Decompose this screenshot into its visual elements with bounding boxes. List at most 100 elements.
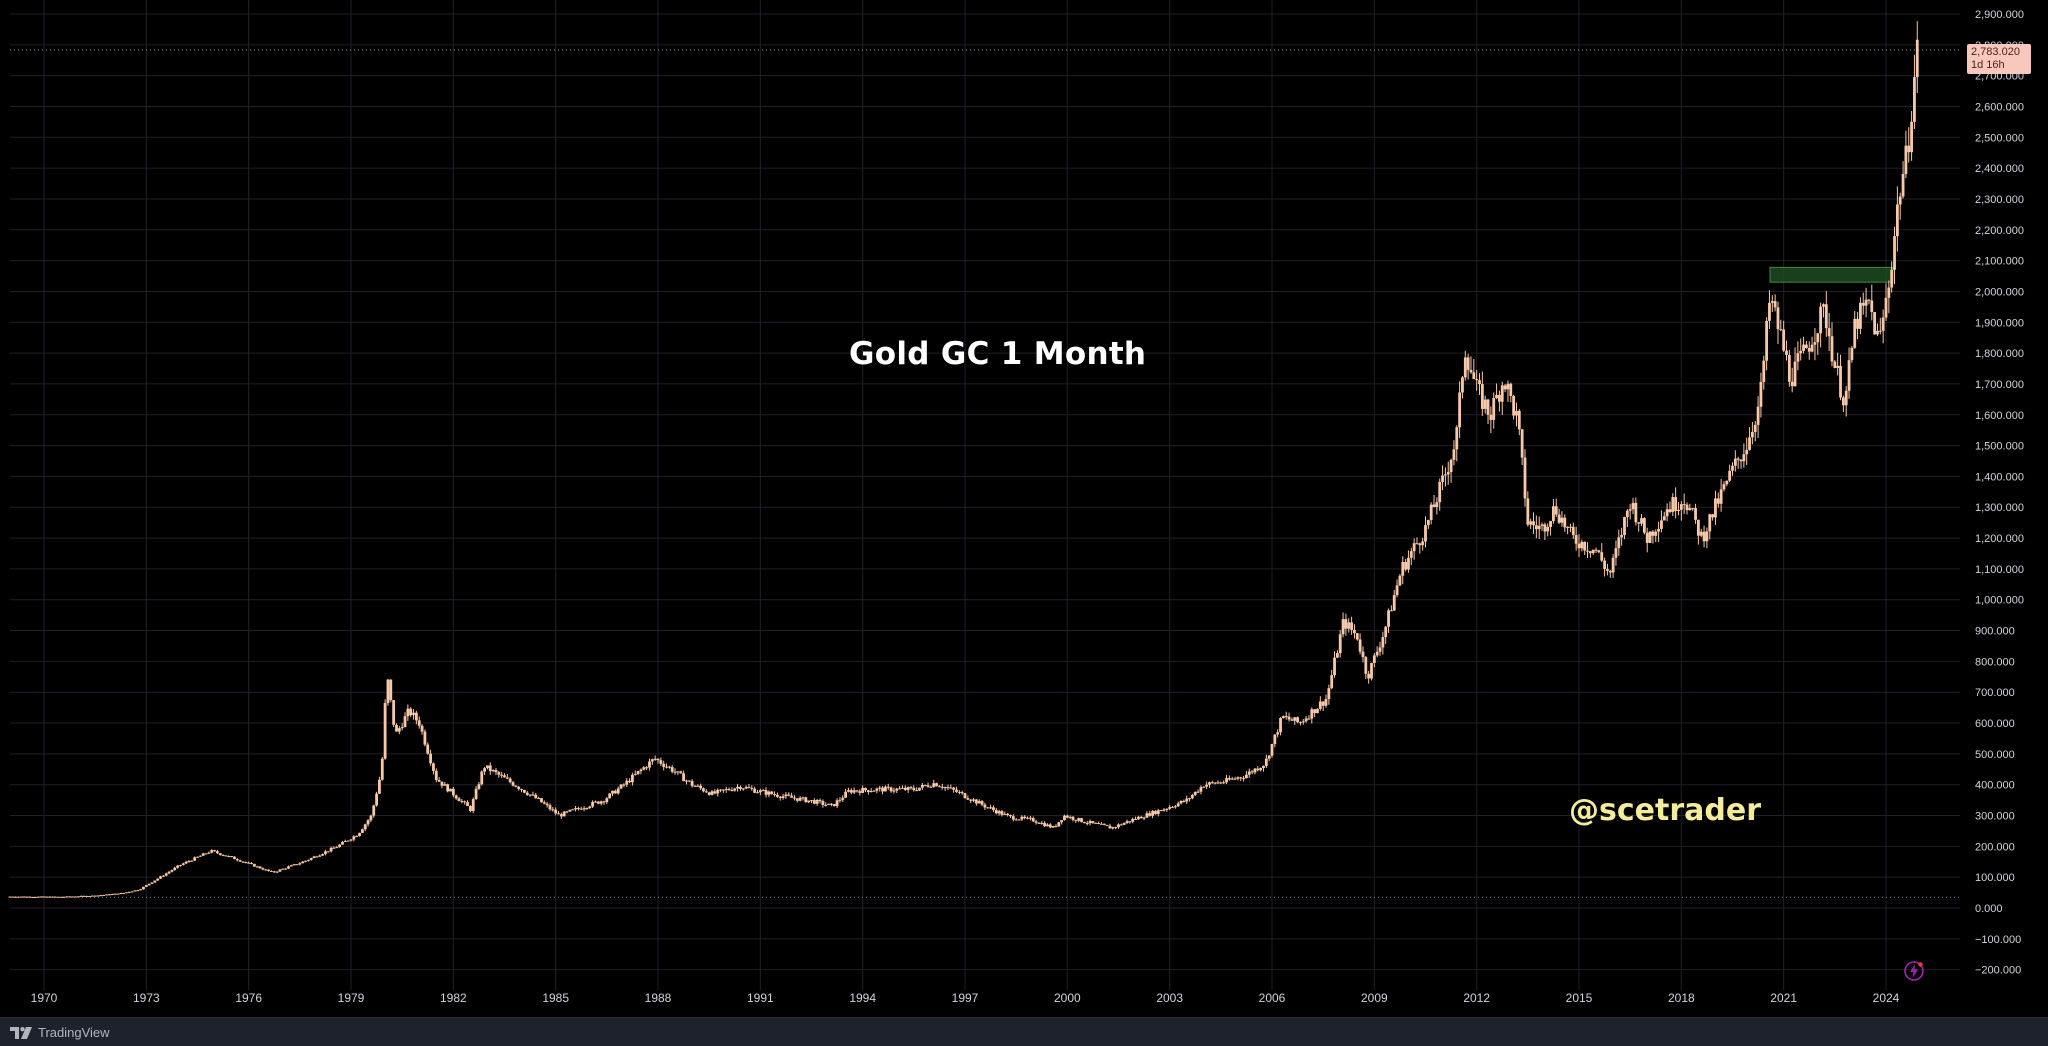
candle-body: [440, 781, 444, 786]
candle-body: [1708, 514, 1712, 532]
candle-body: [1776, 307, 1780, 330]
candle-body: [352, 836, 356, 840]
candle-body: [611, 790, 614, 794]
candle-body: [562, 811, 566, 817]
candle-body: [1611, 557, 1615, 573]
candle-body: [739, 786, 742, 790]
candle-body: [281, 868, 285, 870]
candle-body: [1139, 816, 1143, 819]
candle-body: [795, 798, 799, 801]
candle-body: [1500, 385, 1504, 402]
candle-body: [1802, 344, 1805, 351]
candle-body: [432, 763, 435, 771]
candle-body: [1006, 813, 1010, 816]
candle-body: [1455, 427, 1459, 450]
candle-body: [1887, 287, 1891, 298]
candle-body: [1281, 716, 1285, 718]
candle-body: [289, 865, 293, 867]
candle-body: [1805, 344, 1808, 349]
candle-body: [1597, 550, 1601, 553]
candle-body: [707, 792, 711, 795]
candle-body: [1486, 399, 1490, 415]
candle-body: [68, 896, 71, 898]
candle-body: [1830, 336, 1834, 362]
candle-body: [403, 716, 407, 728]
candle-body: [1361, 651, 1365, 658]
candle-body: [1591, 549, 1595, 554]
time-axis[interactable]: 1970 1973 1976 1979 1982 1985 1988 1991 1994 1997…: [31, 991, 1900, 1005]
candle-body: [1381, 637, 1385, 648]
candle-body: [835, 800, 839, 807]
candle-body: [372, 805, 376, 816]
candle-body: [255, 866, 259, 868]
candle-body: [588, 806, 592, 808]
candle-body: [855, 790, 859, 792]
candle-body: [1540, 524, 1544, 526]
candle-body: [881, 787, 884, 792]
candle-body: [1210, 782, 1214, 784]
candle-body: [724, 789, 728, 791]
candle-body: [710, 791, 714, 795]
candle-body: [1296, 717, 1299, 723]
candle-body: [1077, 818, 1081, 821]
candle-body: [406, 708, 410, 717]
candle-body: [1466, 357, 1470, 370]
lightning-icon[interactable]: [1903, 960, 1925, 982]
candle-body: [116, 893, 120, 895]
candle-body: [449, 788, 452, 792]
candle-body: [329, 847, 333, 852]
candle-body: [528, 794, 532, 796]
y-tick-label: 2,100.000: [1975, 256, 2024, 268]
candle-body: [1503, 385, 1507, 390]
price-axis[interactable]: 2,900.0002,800.0002,700.0002,600.0002,50…: [1962, 0, 2048, 1017]
candle-body: [400, 727, 404, 729]
candle-body: [1446, 472, 1450, 475]
candle-body: [1074, 819, 1078, 821]
candle-body: [972, 799, 975, 801]
candle-body: [201, 853, 205, 856]
chart-title: Gold GC 1 Month: [849, 336, 1147, 372]
candle-body: [193, 857, 197, 861]
brand[interactable]: TradingView: [10, 1025, 110, 1040]
candle-body: [34, 896, 37, 898]
candle-body: [1293, 717, 1297, 721]
candle-body: [1878, 330, 1882, 332]
candle-body: [1125, 821, 1129, 824]
candle-body: [1230, 778, 1234, 780]
candle-body: [1606, 568, 1609, 571]
candle-body: [1560, 517, 1564, 523]
candle-body: [1876, 330, 1879, 335]
candle-body: [1082, 822, 1086, 824]
candle-body: [721, 789, 725, 791]
candle-body: [463, 801, 467, 803]
x-tick-label: 1970: [31, 991, 58, 1005]
candle-body: [1236, 777, 1240, 779]
candle-body: [36, 896, 40, 898]
candle-body: [497, 772, 501, 775]
candle-body: [1418, 543, 1422, 546]
candle-body: [508, 778, 512, 783]
candle-body: [596, 801, 600, 804]
y-tick-label: 300.000: [1975, 811, 2015, 823]
candle-body: [1469, 369, 1473, 373]
candle-body: [207, 852, 211, 854]
candle-body: [1861, 302, 1865, 306]
candle-body: [1625, 510, 1629, 518]
candle-body: [1796, 353, 1800, 362]
candle-body: [1901, 174, 1905, 197]
candle-body: [19, 896, 23, 898]
candle-body: [505, 777, 509, 779]
candle-body: [1657, 528, 1660, 532]
candle-body: [1569, 526, 1572, 528]
candle-body: [622, 784, 626, 786]
candle-body: [71, 896, 74, 898]
candle-body: [423, 731, 427, 745]
candle-body: [343, 841, 347, 843]
candle-body: [1691, 508, 1695, 510]
candle-body: [355, 836, 359, 838]
candle-body: [298, 863, 302, 865]
candle-body: [224, 855, 228, 857]
candle-body: [847, 790, 850, 792]
